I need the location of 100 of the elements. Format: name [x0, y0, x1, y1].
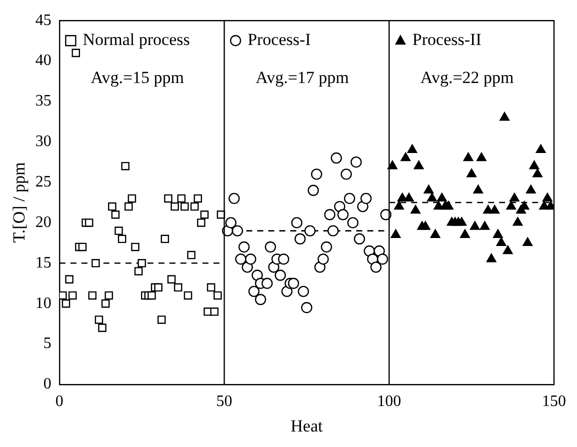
y-tick-label: 35 [35, 92, 52, 110]
point [148, 291, 156, 300]
point [298, 286, 309, 298]
point [124, 202, 133, 211]
point [167, 275, 176, 284]
point [187, 250, 196, 260]
x-tick-label: 100 [377, 393, 402, 410]
y-tick-label: 45 [35, 12, 52, 29]
point [84, 218, 94, 227]
point [456, 217, 467, 226]
point [390, 229, 401, 238]
y-tick-label: 40 [35, 52, 52, 70]
point [350, 156, 362, 168]
point [214, 291, 222, 300]
point [111, 210, 120, 219]
point [510, 192, 520, 202]
point [128, 194, 136, 203]
point [248, 286, 260, 298]
y-tick-label: 10 [35, 294, 52, 312]
point [370, 262, 382, 273]
point [252, 270, 263, 281]
point [200, 210, 209, 219]
point [210, 308, 219, 316]
point [466, 168, 476, 178]
point [486, 253, 496, 262]
y-tick-label: 0 [43, 376, 52, 393]
x-tick-label: 50 [216, 393, 232, 410]
point [160, 234, 170, 244]
point [493, 229, 503, 238]
point [496, 237, 506, 246]
point [340, 168, 352, 180]
point [174, 283, 182, 292]
point [291, 217, 302, 228]
point [506, 200, 516, 210]
point [170, 202, 179, 211]
point [354, 233, 366, 244]
point [522, 237, 533, 246]
y-tick-label: 15 [35, 254, 52, 272]
point [460, 229, 470, 238]
point [444, 200, 454, 210]
point [427, 192, 437, 202]
point [526, 184, 536, 194]
y-axis-title: T.[O] / ppm [10, 162, 29, 243]
point [262, 278, 273, 289]
point [65, 275, 74, 284]
point [344, 192, 356, 204]
point [294, 233, 306, 244]
point [238, 241, 250, 253]
point [138, 259, 146, 268]
point [512, 217, 523, 226]
point [394, 200, 404, 210]
point [235, 253, 246, 265]
point [131, 242, 140, 252]
point [180, 202, 189, 211]
point [430, 229, 440, 238]
point [532, 168, 542, 178]
annotation: Avg.=15 ppm [90, 68, 184, 88]
point [324, 209, 336, 220]
point [264, 241, 276, 253]
point [108, 202, 116, 211]
point [330, 152, 342, 164]
point [154, 283, 162, 292]
y-tick-label: 20 [35, 214, 52, 231]
point [197, 218, 206, 227]
annotation: Avg.=22 ppm [420, 68, 514, 88]
point [134, 267, 143, 276]
point [473, 184, 484, 194]
point [157, 316, 166, 324]
point [337, 209, 349, 220]
point [225, 217, 236, 228]
point [228, 192, 240, 204]
point [121, 162, 130, 170]
point [68, 291, 77, 300]
point [400, 152, 411, 162]
y-tick-label: 25 [35, 173, 52, 190]
point [470, 221, 480, 230]
point [310, 168, 322, 180]
point [194, 194, 202, 203]
point [78, 242, 87, 252]
point [118, 234, 126, 244]
point [92, 259, 100, 268]
y-tick-label: 30 [35, 133, 52, 150]
point [463, 152, 474, 162]
y-tick-label: 5 [43, 335, 52, 352]
point [98, 324, 106, 332]
point [347, 217, 358, 228]
point [490, 204, 500, 214]
legend-label: Process-I [248, 30, 312, 50]
point [360, 192, 372, 204]
point [388, 160, 398, 170]
point [184, 291, 192, 300]
point [245, 253, 256, 265]
point [420, 221, 430, 230]
point [304, 225, 316, 236]
point [308, 184, 319, 196]
point [177, 194, 186, 203]
point [536, 144, 546, 154]
annotation: Avg.=17 ppm [256, 68, 349, 88]
point [164, 194, 172, 203]
legend-label: Process-II [412, 30, 482, 50]
